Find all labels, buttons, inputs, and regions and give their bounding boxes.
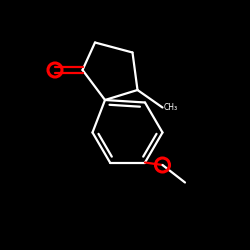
Text: CH₃: CH₃ [164,103,178,112]
